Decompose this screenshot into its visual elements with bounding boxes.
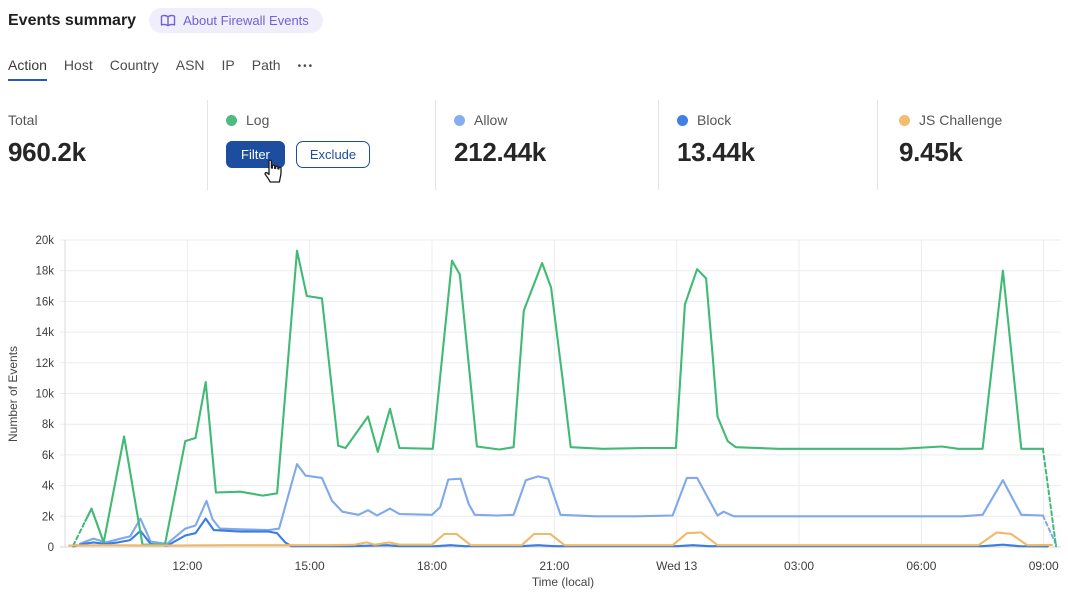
y-tick-label: 8k (42, 419, 54, 431)
stat-card-block[interactable]: Block 13.44k (658, 100, 877, 190)
x-tick-label: 18:00 (417, 559, 447, 573)
stat-label-js-challenge: JS Challenge (899, 110, 1068, 130)
badge-label: About Firewall Events (183, 13, 309, 28)
tabs: Action Host Country ASN IP Path ••• (8, 57, 314, 81)
js-challenge-label: JS Challenge (919, 112, 1003, 128)
js-challenge-legend-dot (899, 114, 910, 126)
stat-card-allow[interactable]: Allow 212.44k (435, 100, 658, 190)
filter-button[interactable]: Filter (226, 141, 285, 168)
x-tick-label: 09:00 (1029, 559, 1059, 573)
y-tick-label: 14k (35, 327, 54, 339)
page-title: Events summary (8, 11, 137, 29)
allow-value: 212.44k (454, 137, 546, 167)
y-tick-label: 6k (42, 450, 54, 462)
y-tick-label: 2k (42, 511, 54, 523)
y-tick-label: 16k (35, 296, 54, 308)
y-tick-label: 12k (35, 358, 54, 370)
y-tick-label: 10k (35, 389, 54, 401)
book-icon (160, 14, 176, 28)
stat-label-log: Log (226, 110, 435, 130)
log-filter-buttons: Filter Exclude (226, 141, 435, 168)
stat-label-total: Total (8, 110, 207, 130)
x-tick-label: Wed 13 (656, 559, 697, 573)
block-label: Block (697, 112, 732, 128)
log-line (84, 249, 1044, 546)
stats-row: Total 960.2k Log Filter Exclude Allow 21… (0, 100, 1068, 190)
tab-path[interactable]: Path (251, 57, 281, 73)
events-time-series-chart: 0 2k 4k 6k 8k 10k 12k 14k 16k 18k 20k 12:00 15:00 18:… (0, 225, 1068, 598)
log-label: Log (246, 112, 270, 128)
block-legend-dot (677, 114, 688, 126)
y-tick-label: 18k (35, 266, 54, 278)
js-challenge-value: 9.45k (899, 137, 963, 167)
log-legend-dot (226, 114, 237, 126)
js-challenge-line (68, 531, 1053, 547)
events-chart-svg: 0 2k 4k 6k 8k 10k 12k 14k 16k 18k 20k 12:00 15:00 18:… (6, 235, 1061, 589)
x-tick-label: 03:00 (784, 559, 814, 573)
tab-asn[interactable]: ASN (175, 57, 205, 73)
log-line-dashed-tail (1041, 447, 1057, 548)
stat-card-total: Total 960.2k (0, 100, 207, 190)
x-tick-label: 12:00 (172, 559, 202, 573)
about-firewall-events-badge[interactable]: About Firewall Events (149, 8, 323, 33)
allow-label: Allow (474, 112, 508, 128)
exclude-button[interactable]: Exclude (295, 141, 371, 168)
x-tick-label: 06:00 (906, 559, 936, 573)
header: Events summary About Firewall Events (8, 8, 323, 33)
y-tick-label: 20k (35, 235, 54, 247)
stat-label-allow: Allow (454, 110, 658, 130)
x-tick-label: 15:00 (295, 559, 325, 573)
y-tick-label: 4k (42, 481, 54, 493)
stat-card-js-challenge[interactable]: JS Challenge 9.45k (877, 100, 1068, 190)
tab-action[interactable]: Action (8, 57, 47, 81)
x-axis-title: Time (local) (532, 575, 594, 589)
tab-host[interactable]: Host (63, 57, 93, 73)
allow-legend-dot (454, 114, 465, 126)
stat-label-block: Block (677, 110, 877, 130)
x-tick-label: 21:00 (539, 559, 569, 573)
tabs-more-button[interactable]: ••• (297, 61, 315, 72)
y-tick-label: 0 (48, 542, 54, 554)
tab-country[interactable]: Country (109, 57, 159, 73)
total-value: 960.2k (8, 137, 86, 167)
log-line-dashed-lead (72, 519, 87, 547)
allow-line (82, 463, 1044, 545)
block-value: 13.44k (677, 137, 755, 167)
total-label: Total (8, 112, 38, 128)
stat-card-log[interactable]: Log Filter Exclude (207, 100, 435, 190)
y-axis-title: Number of Events (6, 346, 20, 442)
tab-ip[interactable]: IP (221, 57, 235, 73)
